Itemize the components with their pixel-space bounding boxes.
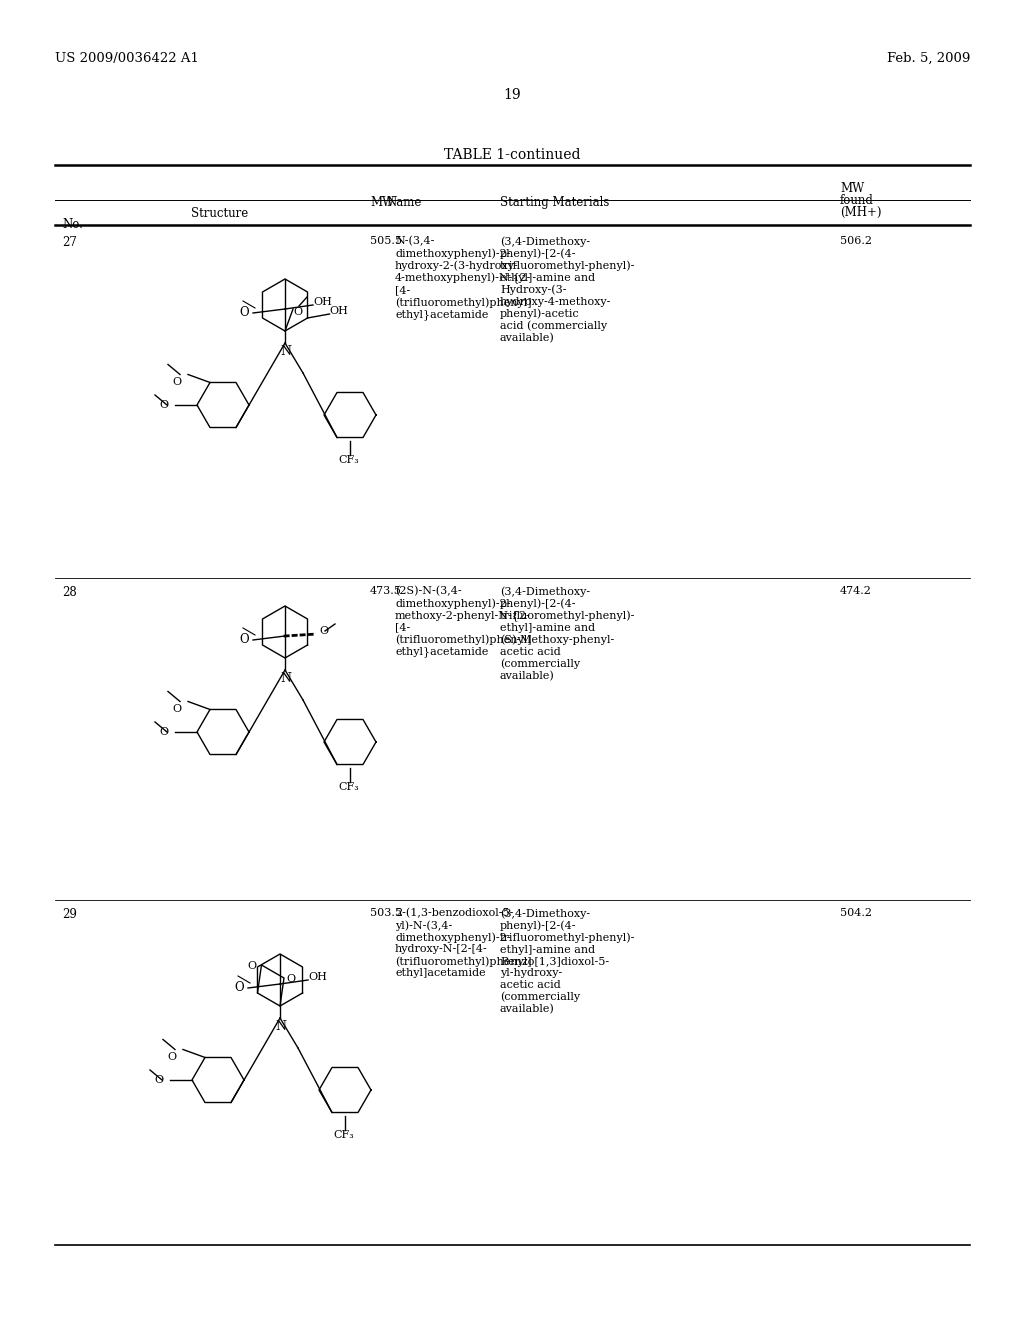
Text: 19: 19: [503, 88, 521, 102]
Text: CF₃: CF₃: [338, 455, 358, 465]
Text: 2-(1,3-benzodioxol-5-
yl)-N-(3,4-
dimethoxyphenyl)-2-
hydroxy-N-[2-[4-
(trifluor: 2-(1,3-benzodioxol-5- yl)-N-(3,4- dimeth…: [395, 908, 531, 978]
Text: O: O: [159, 400, 168, 411]
Text: Starting Materials: Starting Materials: [500, 195, 609, 209]
Text: (3,4-Dimethoxy-
phenyl)-[2-(4-
trifluoromethyl-phenyl)-
ethyl]-amine and
Hydroxy: (3,4-Dimethoxy- phenyl)-[2-(4- trifluoro…: [500, 236, 635, 343]
Text: Feb. 5, 2009: Feb. 5, 2009: [887, 51, 970, 65]
Text: CF₃: CF₃: [338, 781, 358, 792]
Text: CF₃: CF₃: [333, 1130, 353, 1140]
Text: O: O: [239, 634, 249, 645]
Text: N: N: [275, 1020, 286, 1034]
Text: OH: OH: [330, 306, 348, 315]
Text: O: O: [172, 378, 181, 388]
Text: 29: 29: [62, 908, 77, 921]
Text: O: O: [248, 961, 257, 972]
Text: N: N: [280, 345, 291, 358]
Text: O: O: [154, 1074, 163, 1085]
Text: O: O: [159, 727, 168, 737]
Text: 504.2: 504.2: [840, 908, 872, 917]
Text: (MH+): (MH+): [840, 206, 882, 219]
Text: 27: 27: [62, 236, 77, 249]
Text: MW: MW: [840, 182, 864, 195]
Text: OH: OH: [308, 972, 327, 982]
Text: 473.5: 473.5: [370, 586, 401, 597]
Text: 474.2: 474.2: [840, 586, 871, 597]
Text: OH: OH: [313, 297, 332, 308]
Text: MW: MW: [370, 195, 394, 209]
Text: O: O: [167, 1052, 176, 1063]
Text: 505.5: 505.5: [370, 236, 402, 246]
Text: No.: No.: [62, 218, 83, 231]
Text: 28: 28: [62, 586, 77, 599]
Text: found: found: [840, 194, 873, 207]
Text: Structure: Structure: [191, 207, 249, 220]
Text: (3,4-Dimethoxy-
phenyl)-[2-(4-
trifluoromethyl-phenyl)-
ethyl]-amine and
(S)-Met: (3,4-Dimethoxy- phenyl)-[2-(4- trifluoro…: [500, 586, 635, 681]
Text: O: O: [172, 705, 181, 714]
Text: 506.2: 506.2: [840, 236, 872, 246]
Text: O: O: [239, 306, 249, 319]
Text: (2S)-N-(3,4-
dimethoxyphenyl)-2-
methoxy-2-phenyl-N-{2-
[4-
(trifluoromethyl)phe: (2S)-N-(3,4- dimethoxyphenyl)-2- methoxy…: [395, 586, 531, 657]
Text: O: O: [293, 308, 302, 317]
Text: 503.5: 503.5: [370, 908, 402, 917]
Text: N: N: [280, 672, 291, 685]
Text: Name: Name: [386, 195, 421, 209]
Text: TABLE 1-continued: TABLE 1-continued: [443, 148, 581, 162]
Text: O: O: [319, 626, 328, 636]
Text: O: O: [234, 981, 244, 994]
Text: US 2009/0036422 A1: US 2009/0036422 A1: [55, 51, 199, 65]
Text: (3,4-Dimethoxy-
phenyl)-[2-(4-
trifluoromethyl-phenyl)-
ethyl]-amine and
Benzo[1: (3,4-Dimethoxy- phenyl)-[2-(4- trifluoro…: [500, 908, 635, 1014]
Text: N-(3,4-
dimethoxyphenyl)-2-
hydroxy-2-(3-hydroxy-
4-methoxyphenyl)-N-{2-
[4-
(tr: N-(3,4- dimethoxyphenyl)-2- hydroxy-2-(3…: [395, 236, 531, 321]
Text: O: O: [286, 974, 295, 983]
